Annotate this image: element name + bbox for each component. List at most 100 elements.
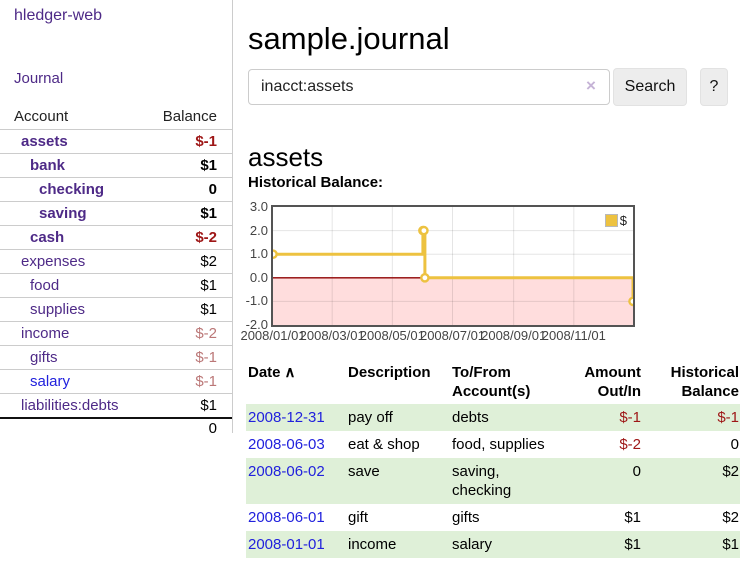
sidebar-account-link-bank[interactable]: bank	[30, 157, 66, 174]
y-axis-label: -1.0	[245, 293, 268, 309]
transaction-amount-cell: 0	[632, 463, 641, 480]
transaction-date-cell: 2008-06-01	[246, 504, 346, 531]
y-axis-label: 1.0	[249, 246, 268, 262]
x-axis-label: 2008/09/01	[481, 328, 547, 343]
transaction-amount-cell: $1	[624, 536, 641, 553]
transaction-description-cell: income	[348, 536, 397, 553]
column-header-amount: Amount Out/In	[584, 364, 641, 400]
sidebar-account-link-income[interactable]: income	[21, 325, 70, 342]
help-button[interactable]: ?	[700, 68, 728, 106]
transaction-amount-cell: $1	[624, 509, 641, 526]
search-bar: × Search ?	[248, 68, 734, 106]
register-rows: 2008-12-31 pay off debts $-1 $-1 2008-06-03 ea…	[246, 404, 740, 558]
transaction-balance-cell: $1	[722, 536, 739, 553]
chart-canvas	[273, 207, 633, 325]
account-balance: 0	[208, 181, 217, 198]
y-axis-label: 3.0	[249, 199, 268, 214]
account-balance: $-2	[195, 325, 217, 342]
sidebar-account-link-assets[interactable]: assets	[21, 133, 68, 150]
transaction-accounts-cell: gifts	[452, 509, 480, 526]
transaction-accounts-cell: food, supplies	[452, 436, 545, 453]
account-heading: assets	[248, 141, 324, 172]
balance-chart: $ 3.0 2.0 1.0 0.0 -1.0 -2.0 2008/01/01 2008/03/…	[240, 199, 642, 347]
x-axis-label: 2008/11/01	[541, 328, 606, 343]
transaction-row: 2008-06-02 save saving, checking 0 $2	[246, 458, 740, 504]
page-title: sample.journal	[248, 20, 450, 56]
chart-data-point	[273, 249, 278, 259]
transaction-date-link[interactable]: 2008-01-01	[248, 536, 325, 553]
transaction-date-link[interactable]: 2008-12-31	[248, 409, 325, 426]
transaction-accounts-cell: debts	[452, 409, 489, 426]
transaction-balance-cell: 0	[730, 436, 739, 453]
sidebar-account-row: assets $-1	[0, 130, 232, 154]
legend-label: $	[619, 213, 627, 228]
sidebar-account-link-saving[interactable]: saving	[39, 205, 87, 222]
sidebar-account-link-food[interactable]: food	[30, 277, 60, 294]
sidebar-account-row: checking 0	[0, 178, 232, 202]
transaction-balance-cell: $-1	[717, 409, 739, 426]
account-balance: $1	[200, 301, 217, 318]
sidebar-account-link-salary[interactable]: salary	[30, 373, 71, 390]
x-axis-label: 2008/01/01	[240, 328, 306, 343]
sidebar-account-row: liabilities:debts $1	[0, 394, 232, 417]
search-button[interactable]: Search	[613, 68, 687, 106]
account-column-header: Account	[14, 108, 69, 125]
sidebar-account-row: gifts $-1	[0, 346, 232, 370]
sidebar-item-journal[interactable]: Journal	[14, 70, 64, 87]
transaction-date-link[interactable]: 2008-06-02	[248, 463, 325, 480]
sidebar-account-link-gifts[interactable]: gifts	[30, 349, 58, 366]
transaction-date-cell: 2008-06-02	[246, 458, 346, 504]
account-balance: $1	[200, 157, 217, 174]
sidebar: hledger-web Journal Account Balance asse…	[0, 0, 233, 437]
account-balance: $-1	[195, 133, 217, 150]
sidebar-account-link-cash[interactable]: cash	[30, 229, 65, 246]
y-axis-label: 0.0	[249, 269, 268, 285]
sidebar-account-link-liabilities-debts[interactable]: liabilities:debts	[21, 397, 119, 414]
account-balance: $2	[200, 253, 217, 270]
clear-search-icon[interactable]: ×	[586, 76, 596, 95]
sidebar-account-link-expenses[interactable]: expenses	[21, 253, 86, 270]
chart-legend: $	[603, 212, 628, 229]
register-table: Date ∧ Description To/From Account(s) Amo…	[246, 362, 740, 558]
app-title-link[interactable]: hledger-web	[14, 7, 103, 24]
transaction-description-cell: gift	[348, 509, 369, 526]
account-balance: $-2	[195, 229, 217, 246]
transaction-date-cell: 2008-06-03	[246, 431, 346, 458]
sidebar-accounts-rows: assets $-1 bank $1 checking 0 saving $1 cash $-2 e…	[0, 130, 232, 417]
transaction-description-cell: eat & shop	[348, 436, 420, 453]
account-balance: $1	[200, 397, 217, 414]
sidebar-account-row: cash $-2	[0, 226, 232, 250]
transaction-accounts-cell: salary	[452, 536, 493, 553]
sidebar-account-row: supplies $1	[0, 298, 232, 322]
chart-data-point	[628, 296, 633, 307]
transaction-date-cell: 2008-01-01	[246, 531, 346, 558]
accounts-table: Account Balance assets $-1 bank $1 checking 0…	[0, 104, 232, 439]
transaction-date-link[interactable]: 2008-06-01	[248, 509, 325, 526]
transaction-accounts-cell: saving, checking	[452, 463, 512, 499]
chart-plot-area[interactable]: $	[271, 205, 635, 327]
negative-region	[273, 277, 633, 325]
sidebar-account-row: salary $-1	[0, 370, 232, 394]
y-axis-label: 2.0	[249, 222, 268, 238]
sidebar-account-row: bank $1	[0, 154, 232, 178]
column-header-description: Description	[348, 364, 431, 381]
sidebar-account-row: saving $1	[0, 202, 232, 226]
sidebar-account-row: expenses $2	[0, 250, 232, 274]
sort-ascending-icon: ∧	[284, 364, 296, 381]
x-axis-label: 2008/05/01	[359, 328, 425, 343]
accounts-total: 0	[0, 417, 232, 439]
accounts-table-header: Account Balance	[0, 104, 232, 130]
column-header-balance: Historical Balance	[670, 364, 739, 400]
column-header-accounts: To/From Account(s)	[452, 364, 531, 400]
sidebar-account-link-supplies[interactable]: supplies	[30, 301, 86, 318]
sidebar-account-link-checking[interactable]: checking	[39, 181, 105, 198]
column-header-date[interactable]: Date ∧	[248, 364, 296, 381]
transaction-balance-cell: $2	[722, 509, 739, 526]
transaction-balance-cell: $2	[722, 463, 739, 480]
y-axis-label: -2.0	[245, 317, 268, 332]
sidebar-account-row: food $1	[0, 274, 232, 298]
search-input[interactable]	[248, 69, 610, 105]
transaction-date-link[interactable]: 2008-06-03	[248, 436, 325, 453]
x-axis-label: 2008/03/01	[299, 328, 365, 343]
x-axis-label: 2008/07/01	[419, 328, 486, 343]
